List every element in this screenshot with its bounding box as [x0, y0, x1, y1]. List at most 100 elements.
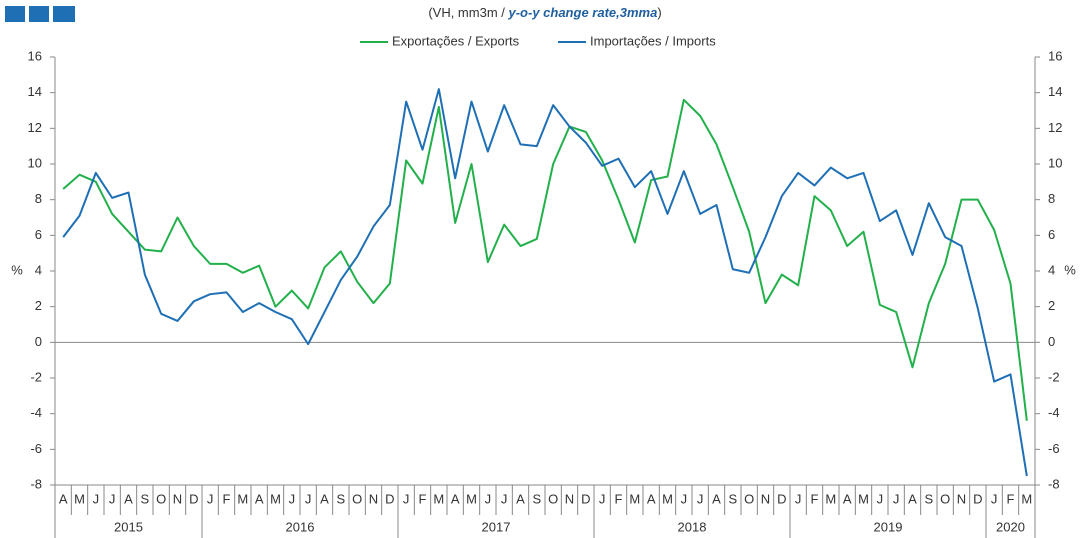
x-tick-label: O	[156, 491, 166, 506]
x-tick-label: A	[516, 491, 525, 506]
x-tick-label: D	[973, 491, 982, 506]
x-tick-label: S	[728, 491, 737, 506]
y2-tick-label: -6	[1048, 441, 1060, 456]
year-label: 2018	[678, 519, 707, 534]
x-tick-label: N	[761, 491, 770, 506]
x-tick-label: J	[893, 491, 900, 506]
y-tick-label: -4	[30, 405, 42, 420]
x-tick-label: J	[599, 491, 606, 506]
y-tick-label: 14	[28, 84, 42, 99]
y-axis-label: %	[11, 262, 23, 277]
y2-tick-label: 8	[1048, 191, 1055, 206]
x-tick-label: O	[548, 491, 558, 506]
y-tick-label: 2	[35, 298, 42, 313]
x-tick-label: N	[173, 491, 182, 506]
x-tick-label: A	[124, 491, 133, 506]
logo-block	[53, 6, 75, 22]
x-tick-label: J	[991, 491, 998, 506]
y-tick-label: 10	[28, 155, 42, 170]
series-line	[62, 88, 1028, 477]
x-tick-label: M	[433, 491, 444, 506]
x-tick-label: N	[957, 491, 966, 506]
x-tick-label: J	[207, 491, 214, 506]
x-tick-label: D	[777, 491, 786, 506]
y2-tick-label: 6	[1048, 227, 1055, 242]
x-tick-label: A	[908, 491, 917, 506]
chart-subtitle: (VH, mm3m / y-o-y change rate,3mma)	[428, 5, 661, 20]
x-tick-label: M	[74, 491, 85, 506]
x-tick-label: A	[712, 491, 721, 506]
x-tick-label: M	[662, 491, 673, 506]
subtitle-part: (VH, mm3m /	[428, 5, 508, 20]
x-tick-label: M	[629, 491, 640, 506]
x-tick-label: A	[320, 491, 329, 506]
legend-label: Importações / Imports	[590, 33, 716, 48]
x-tick-label: S	[532, 491, 541, 506]
y2-tick-label: -8	[1048, 476, 1060, 491]
x-tick-label: M	[270, 491, 281, 506]
x-tick-label: S	[924, 491, 933, 506]
x-tick-label: D	[189, 491, 198, 506]
x-tick-label: J	[289, 491, 296, 506]
y2-axis-label: %	[1064, 262, 1076, 277]
x-tick-label: A	[59, 491, 68, 506]
x-tick-label: J	[305, 491, 312, 506]
x-tick-label: F	[811, 491, 819, 506]
y-tick-label: 12	[28, 120, 42, 135]
y-tick-label: -2	[30, 369, 42, 384]
y2-tick-label: -4	[1048, 405, 1060, 420]
x-tick-label: J	[501, 491, 508, 506]
x-tick-label: N	[565, 491, 574, 506]
x-tick-label: J	[403, 491, 410, 506]
x-tick-label: F	[223, 491, 231, 506]
x-tick-label: F	[419, 491, 427, 506]
legend-label: Exportações / Exports	[392, 33, 520, 48]
subtitle-emphasis: y-o-y change rate,3mma	[507, 5, 657, 20]
x-tick-label: M	[825, 491, 836, 506]
year-label: 2019	[874, 519, 903, 534]
y2-tick-label: 14	[1048, 84, 1062, 99]
series-line	[62, 98, 1028, 421]
y2-tick-label: 12	[1048, 120, 1062, 135]
y2-tick-label: 0	[1048, 334, 1055, 349]
x-tick-label: D	[385, 491, 394, 506]
y2-tick-label: 10	[1048, 155, 1062, 170]
x-tick-label: M	[1021, 491, 1032, 506]
logo-block	[29, 6, 49, 22]
year-label: 2015	[114, 519, 143, 534]
x-tick-label: J	[93, 491, 100, 506]
logo-block	[5, 6, 25, 22]
x-tick-label: O	[352, 491, 362, 506]
x-tick-label: M	[858, 491, 869, 506]
y2-tick-label: 2	[1048, 298, 1055, 313]
x-tick-label: D	[581, 491, 590, 506]
y2-tick-label: 16	[1048, 48, 1062, 63]
x-tick-label: F	[615, 491, 623, 506]
x-tick-label: J	[485, 491, 492, 506]
y-tick-label: 0	[35, 334, 42, 349]
x-tick-label: A	[647, 491, 656, 506]
x-tick-label: S	[140, 491, 149, 506]
x-tick-label: S	[336, 491, 345, 506]
x-tick-label: J	[697, 491, 704, 506]
y-tick-label: 8	[35, 191, 42, 206]
subtitle-part: )	[657, 5, 661, 20]
x-tick-label: F	[1007, 491, 1015, 506]
y-tick-label: -8	[30, 476, 42, 491]
x-tick-label: J	[109, 491, 116, 506]
x-tick-label: A	[451, 491, 460, 506]
y-tick-label: 6	[35, 227, 42, 242]
year-label: 2016	[286, 519, 315, 534]
y2-tick-label: 4	[1048, 262, 1055, 277]
x-tick-label: N	[369, 491, 378, 506]
x-tick-label: A	[255, 491, 264, 506]
y2-tick-label: -2	[1048, 369, 1060, 384]
y-tick-label: 16	[28, 48, 42, 63]
year-label: 2020	[996, 519, 1025, 534]
x-tick-label: O	[940, 491, 950, 506]
year-label: 2017	[482, 519, 511, 534]
x-tick-label: J	[795, 491, 802, 506]
x-tick-label: A	[843, 491, 852, 506]
x-tick-label: M	[466, 491, 477, 506]
